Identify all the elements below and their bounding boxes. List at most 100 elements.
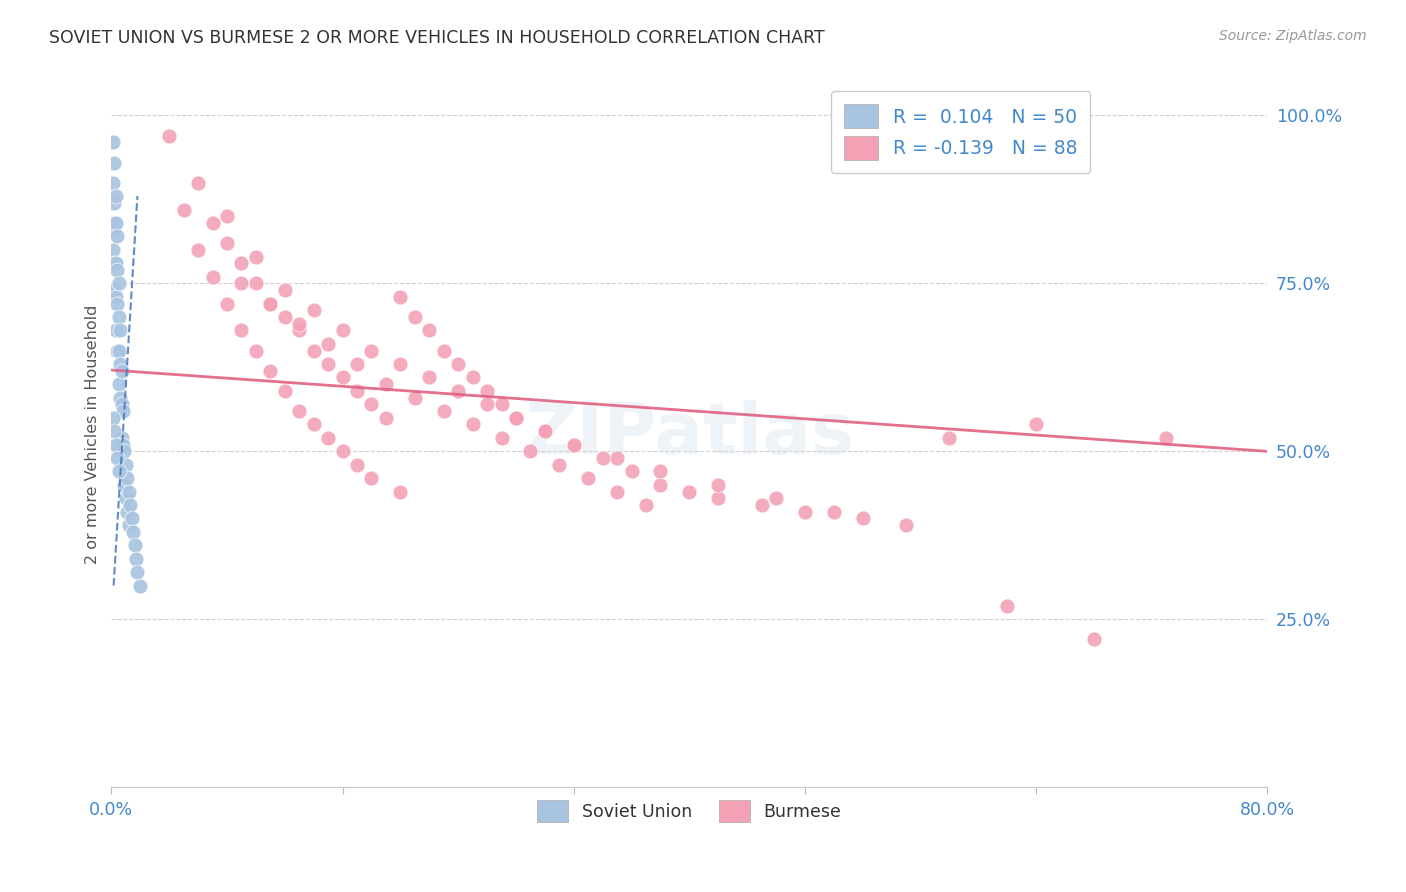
Point bbox=[104, 189, 127, 203]
Point bbox=[231, 256, 253, 270]
Point bbox=[823, 505, 845, 519]
Point bbox=[103, 256, 125, 270]
Point bbox=[104, 437, 127, 451]
Point bbox=[346, 458, 368, 472]
Point bbox=[461, 417, 484, 432]
Point bbox=[129, 579, 152, 593]
Point bbox=[592, 451, 614, 466]
Point bbox=[650, 478, 672, 492]
Point bbox=[751, 498, 773, 512]
Point bbox=[447, 384, 470, 398]
Point bbox=[288, 323, 311, 337]
Point bbox=[475, 384, 498, 398]
Point bbox=[187, 176, 209, 190]
Point bbox=[332, 323, 354, 337]
Point bbox=[215, 209, 238, 223]
Point bbox=[201, 216, 224, 230]
Point bbox=[110, 364, 132, 378]
Point bbox=[104, 290, 127, 304]
Point bbox=[938, 431, 960, 445]
Point bbox=[288, 317, 311, 331]
Point bbox=[765, 491, 787, 506]
Point bbox=[107, 343, 129, 358]
Point bbox=[111, 437, 134, 451]
Point bbox=[302, 417, 325, 432]
Point bbox=[302, 343, 325, 358]
Point bbox=[122, 524, 145, 539]
Point bbox=[259, 296, 281, 310]
Point bbox=[118, 484, 141, 499]
Point bbox=[215, 236, 238, 251]
Point bbox=[105, 229, 128, 244]
Point bbox=[104, 323, 127, 337]
Point bbox=[120, 498, 142, 512]
Point bbox=[107, 277, 129, 291]
Point bbox=[302, 303, 325, 318]
Point bbox=[288, 404, 311, 418]
Point bbox=[505, 410, 527, 425]
Point bbox=[101, 243, 124, 257]
Point bbox=[404, 310, 426, 324]
Point bbox=[103, 222, 125, 236]
Text: ZIPatlas: ZIPatlas bbox=[524, 400, 855, 469]
Point bbox=[346, 357, 368, 371]
Text: SOVIET UNION VS BURMESE 2 OR MORE VEHICLES IN HOUSEHOLD CORRELATION CHART: SOVIET UNION VS BURMESE 2 OR MORE VEHICL… bbox=[49, 29, 825, 46]
Point bbox=[433, 343, 456, 358]
Point bbox=[475, 397, 498, 411]
Point bbox=[433, 404, 456, 418]
Point bbox=[894, 518, 917, 533]
Point bbox=[103, 283, 125, 297]
Point bbox=[112, 444, 135, 458]
Point bbox=[245, 250, 267, 264]
Point bbox=[108, 323, 131, 337]
Point bbox=[374, 410, 396, 425]
Point bbox=[374, 377, 396, 392]
Point bbox=[505, 410, 527, 425]
Point bbox=[105, 263, 128, 277]
Point bbox=[562, 437, 585, 451]
Point bbox=[245, 343, 267, 358]
Point bbox=[491, 397, 513, 411]
Point bbox=[111, 404, 134, 418]
Point bbox=[606, 451, 628, 466]
Point bbox=[101, 136, 124, 150]
Point bbox=[389, 290, 412, 304]
Point bbox=[360, 471, 382, 485]
Point bbox=[562, 437, 585, 451]
Legend: Soviet Union, Burmese: Soviet Union, Burmese bbox=[530, 793, 849, 830]
Point bbox=[606, 484, 628, 499]
Point bbox=[332, 444, 354, 458]
Point bbox=[707, 491, 730, 506]
Text: Source: ZipAtlas.com: Source: ZipAtlas.com bbox=[1219, 29, 1367, 43]
Point bbox=[316, 357, 339, 371]
Point bbox=[103, 155, 125, 169]
Point bbox=[316, 336, 339, 351]
Point bbox=[461, 370, 484, 384]
Point bbox=[115, 491, 138, 506]
Point bbox=[124, 538, 146, 552]
Point bbox=[187, 243, 209, 257]
Point bbox=[650, 465, 672, 479]
Point bbox=[576, 471, 599, 485]
Point bbox=[105, 451, 128, 466]
Point bbox=[125, 551, 148, 566]
Point bbox=[316, 431, 339, 445]
Point bbox=[634, 498, 657, 512]
Point bbox=[447, 357, 470, 371]
Point bbox=[274, 283, 297, 297]
Point bbox=[157, 128, 180, 143]
Point bbox=[215, 296, 238, 310]
Point bbox=[107, 465, 129, 479]
Point bbox=[418, 370, 440, 384]
Point bbox=[112, 478, 135, 492]
Point bbox=[231, 323, 253, 337]
Point bbox=[105, 296, 128, 310]
Point bbox=[1154, 431, 1177, 445]
Point bbox=[101, 176, 124, 190]
Point bbox=[519, 444, 541, 458]
Point bbox=[110, 397, 132, 411]
Point bbox=[245, 277, 267, 291]
Point bbox=[231, 277, 253, 291]
Point bbox=[332, 370, 354, 384]
Point bbox=[548, 458, 571, 472]
